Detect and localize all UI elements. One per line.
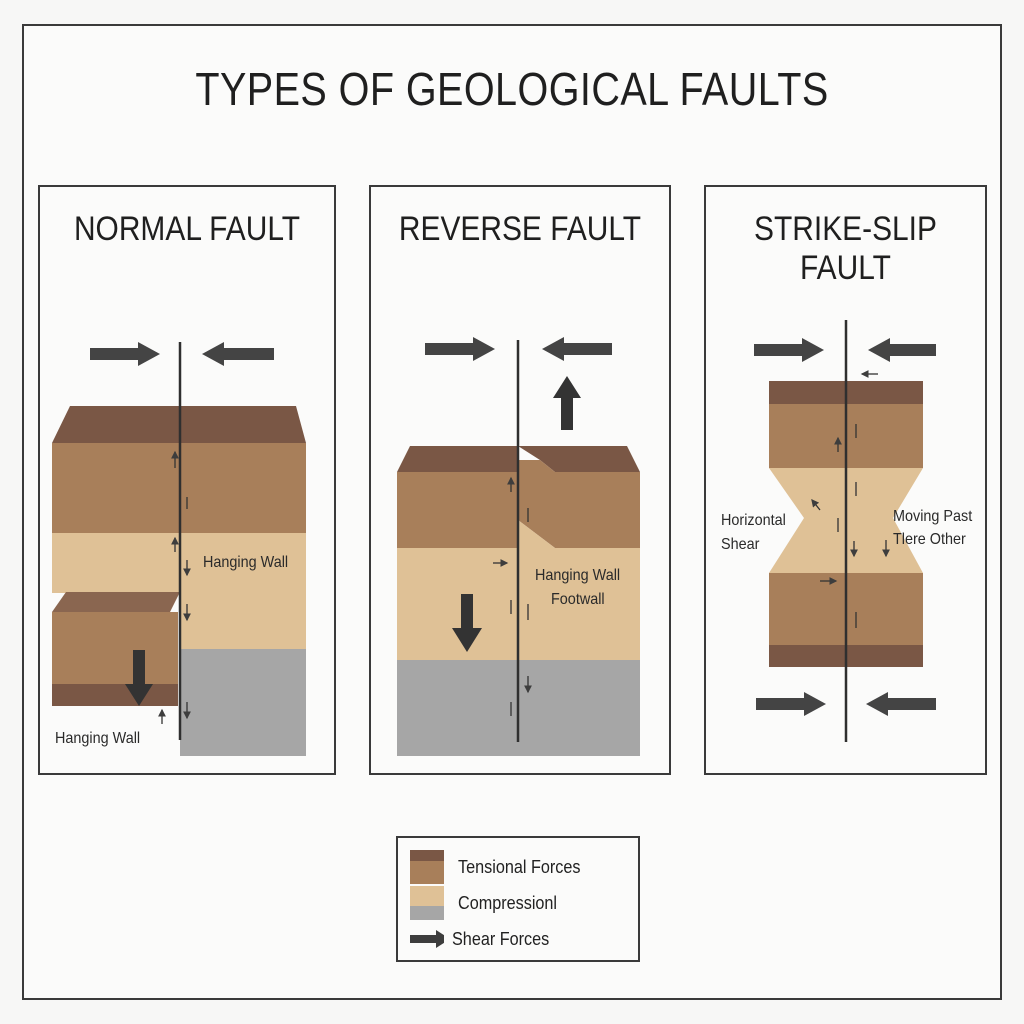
reverse-hanging-wall-label: Hanging Wall (535, 567, 621, 584)
strike-slip-shear-label: Shear (721, 536, 760, 553)
normal-fault-block (52, 342, 306, 756)
tan-layer-swatch (410, 886, 444, 920)
normal-hanging-wall-label: Hanging Wall (203, 554, 289, 571)
strike-slip-moving-past-label: Moving Past (893, 508, 973, 525)
normal-hanging-wall-bottom-label: Hanging Wall (55, 730, 141, 747)
legend-item-compression: Compressionl (410, 885, 568, 921)
legend-label-tensional: Tensional Forces (458, 856, 581, 877)
legend: Tensional Forces Compressionl Shear Forc… (396, 836, 640, 962)
reverse-footwall-label: Footwall (551, 591, 605, 608)
legend-item-shear: Shear Forces (410, 921, 560, 957)
reverse-fault-block (397, 337, 640, 756)
diagram-title: TYPES OF GEOLOGICAL FAULTS (195, 63, 829, 115)
legend-label-shear: Shear Forces (452, 928, 550, 949)
brown-layer-swatch (410, 850, 444, 884)
normal-fault-title: NORMAL FAULT (73, 210, 301, 248)
reverse-fault-title: REVERSE FAULT (398, 210, 642, 248)
strike-slip-horizontal-label: Horizontal (721, 512, 786, 529)
strike-slip-fault-title: STRIKE-SLIP FAULT (754, 210, 937, 287)
strike-slip-other-label: Tlere Other (893, 531, 966, 548)
arrow-icon (410, 930, 444, 948)
strike-slip-fault-block (754, 320, 936, 742)
legend-item-tensional: Tensional Forces (410, 849, 594, 885)
legend-label-compression: Compressionl (458, 892, 558, 913)
